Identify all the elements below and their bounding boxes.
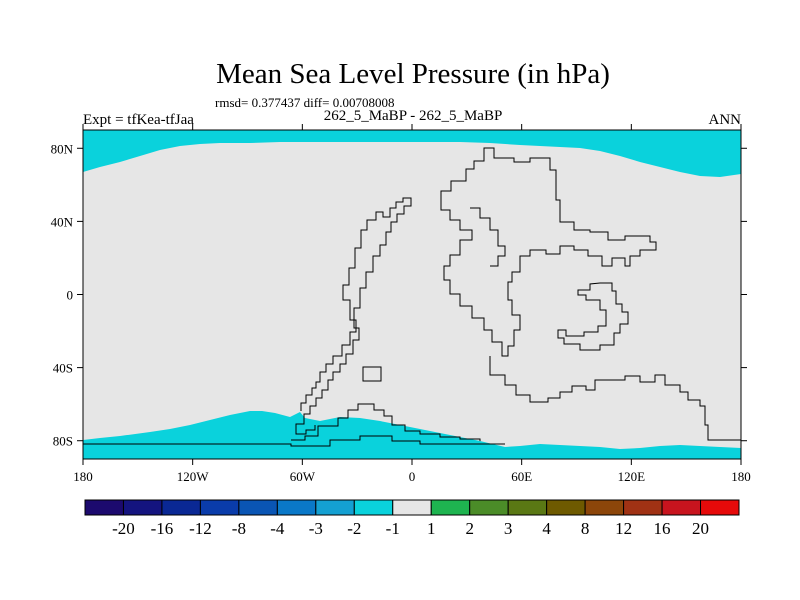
island-outline [362, 366, 382, 382]
colorbar-label: 2 [465, 519, 474, 538]
colorbar-label: -20 [112, 519, 135, 538]
antarctic-peninsula-outline [291, 403, 481, 441]
americas-coastline [295, 197, 412, 435]
x-tick-labels: 180 120W 60W 0 60E 120E 180 [73, 469, 751, 484]
colorbar-swatch [546, 499, 586, 516]
map-panel: 180 120W 60W 0 60E 120E 180 80N 40N 0 40S 80S [51, 124, 751, 484]
antarctica-coastline [83, 435, 505, 447]
x-tick-label: 120E [618, 469, 646, 484]
y-tick-labels: 80N 40N 0 40S 80S [51, 141, 74, 448]
colorbar-swatch [122, 499, 163, 516]
colorbar-label: 16 [654, 519, 671, 538]
coastlines [83, 147, 741, 447]
axis-ticks [77, 124, 747, 465]
south-polar-anomaly-region [83, 411, 741, 459]
x-tick-label: 180 [73, 469, 93, 484]
north-polar-anomaly-region [83, 130, 741, 177]
colorbar-label: -1 [386, 519, 400, 538]
southern-continent-coastline [489, 356, 741, 441]
chart-title: Mean Sea Level Pressure (in hPa) [216, 58, 610, 90]
colorbar-label: -3 [309, 519, 323, 538]
colorbar-swatch [700, 499, 740, 516]
colorbar-swatch [353, 499, 394, 516]
case-label: 262_5_MaBP - 262_5_MaBP [324, 108, 503, 124]
eurasia-africa-coastline [440, 147, 657, 357]
colorbar-swatch [430, 499, 471, 516]
stats-text: rmsd= 0.377437 diff= 0.00708008 [215, 95, 394, 110]
colorbar-swatch [661, 499, 702, 516]
gulf-coastline [557, 282, 629, 351]
colorbar-swatch [238, 499, 278, 516]
inner-coast-strip [470, 207, 506, 267]
colorbar-swatch [276, 499, 317, 516]
y-tick-label: 40S [53, 361, 73, 376]
colorbar-label: 12 [615, 519, 632, 538]
y-tick-label: 40N [51, 214, 74, 229]
colorbar-label: -16 [151, 519, 174, 538]
colorbar-swatch [469, 499, 509, 516]
x-tick-label: 180 [731, 469, 751, 484]
colorbar-swatch [507, 499, 548, 516]
map-background [83, 130, 741, 459]
colorbar-label: 20 [692, 519, 709, 538]
colorbar-label: 4 [542, 519, 551, 538]
colorbar-swatch [584, 499, 625, 516]
y-tick-label: 0 [67, 288, 74, 303]
colorbar-label: 8 [581, 519, 590, 538]
x-tick-label: 60W [290, 469, 316, 484]
colorbar-swatch [315, 499, 355, 516]
colorbar-swatch [84, 499, 124, 516]
experiment-label: Expt = tfKea-tfJaa [83, 112, 194, 128]
y-tick-label: 80S [53, 434, 73, 449]
colorbar-label: 1 [427, 519, 436, 538]
colorbar-label: 3 [504, 519, 513, 538]
x-tick-label: 120W [177, 469, 210, 484]
colorbar-label: -2 [347, 519, 361, 538]
colorbar: -20 -16 -12 -8 -4 -3 -2 -1 1 2 3 4 8 12 16 20 [84, 499, 740, 538]
colorbar-label: -12 [189, 519, 212, 538]
x-tick-label: 0 [409, 469, 416, 484]
x-tick-label: 60E [511, 469, 532, 484]
colorbar-swatch [392, 499, 432, 516]
colorbar-swatch [623, 499, 663, 516]
y-tick-label: 80N [51, 141, 74, 156]
season-label: ANN [709, 112, 742, 128]
colorbar-swatch [199, 499, 240, 516]
colorbar-swatch [161, 499, 201, 516]
colorbar-label: -8 [232, 519, 246, 538]
colorbar-label: -4 [270, 519, 285, 538]
